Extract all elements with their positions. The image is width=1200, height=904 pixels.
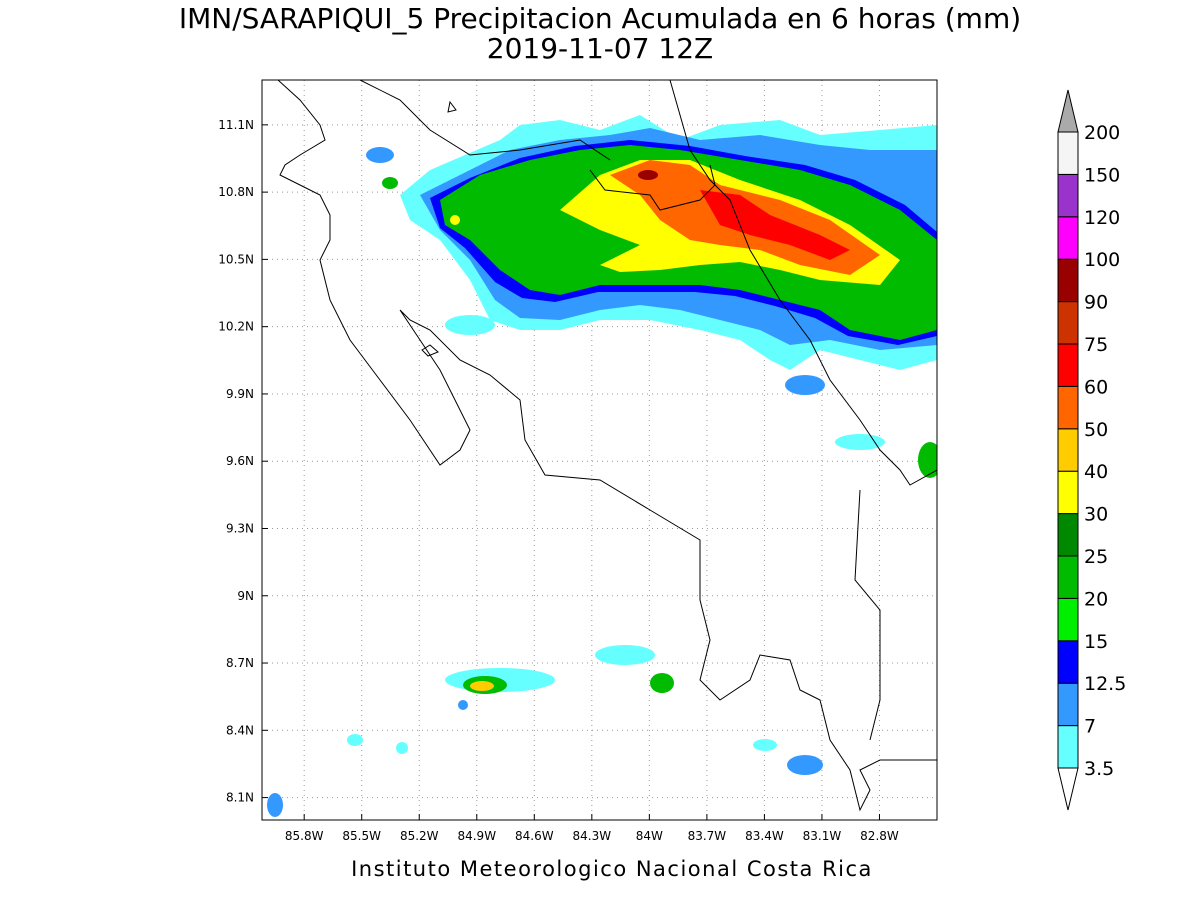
colorbar-label: 200 [1084, 122, 1120, 144]
colorbar-label: 7 [1084, 716, 1096, 738]
colorbar-label: 12.5 [1084, 673, 1126, 695]
colorbar-label: 3.5 [1084, 758, 1114, 780]
footer: Instituto Meteorologico Nacional Costa R… [351, 857, 873, 881]
lon-tick-label: 85.8W [285, 829, 324, 843]
colorbar-box [1057, 640, 1079, 684]
colorbar-box [1057, 343, 1079, 387]
lat-tick-label: 9.9N [226, 387, 254, 401]
lat-tick-label: 8.1N [226, 791, 254, 805]
colorbar-box [1057, 428, 1079, 472]
colorbar-label: 100 [1084, 249, 1120, 271]
colorbar-label: 120 [1084, 207, 1120, 229]
lat-tick-label: 9.3N [226, 521, 254, 535]
colorbar-box [1057, 131, 1079, 175]
subtitle: 2019-11-07 12Z [487, 32, 713, 65]
lat-tick-label: 10.5N [218, 252, 254, 266]
lon-tick-label: 85.5W [342, 829, 381, 843]
lon-tick-label: 84W [636, 829, 663, 843]
colorbar-box [1057, 216, 1079, 260]
lon-tick-label: 83.7W [688, 829, 727, 843]
colorbar-box [1057, 513, 1079, 557]
lon-tick-label: 82.8W [860, 829, 899, 843]
colorbar-label: 150 [1084, 164, 1120, 186]
lon-tick-label: 85.2W [400, 829, 439, 843]
colorbar-box [1057, 597, 1079, 642]
lon-tick-label: 83.1W [803, 829, 842, 843]
title: IMN/SARAPIQUI_5 Precipitacion Acumulada … [179, 2, 1021, 35]
lat-tick-label: 11.1N [218, 118, 254, 132]
colorbar-label: 60 [1084, 376, 1108, 398]
colorbar-box [1057, 555, 1079, 599]
colorbar-label: 75 [1084, 334, 1108, 356]
colorbar-box [1057, 173, 1079, 218]
lat-tick-label: 10.8N [218, 185, 254, 199]
colorbar-box [1057, 258, 1079, 303]
colorbar-box [1057, 682, 1079, 727]
colorbar-under [1057, 767, 1079, 811]
colorbar-label: 30 [1084, 504, 1108, 526]
lat-tick-label: 9.6N [226, 454, 254, 468]
lat-tick-label: 10.2N [218, 320, 254, 334]
lat-tick-label: 8.4N [226, 723, 254, 737]
map-frame [261, 79, 938, 821]
colorbar-label: 20 [1084, 588, 1108, 610]
colorbar-label: 90 [1084, 292, 1108, 314]
colorbar: 3.5 7 12.5 15 20 25 30 40 50 60 75 90 100 120 150 200 [1057, 89, 1126, 811]
colorbar-label: 25 [1084, 546, 1108, 568]
colorbar-box [1057, 385, 1079, 430]
colorbar-label: 15 [1084, 631, 1108, 653]
lon-tick-label: 83.4W [745, 829, 784, 843]
colorbar-box [1057, 725, 1079, 769]
precip-field [267, 115, 937, 817]
coastline [277, 80, 937, 812]
lon-tick-label: 84.9W [457, 829, 496, 843]
colorbar-box [1057, 301, 1079, 345]
colorbar-box [1057, 470, 1079, 515]
lon-tick-label: 84.6W [515, 829, 554, 843]
lat-tick-label: 8.7N [226, 656, 254, 670]
colorbar-over [1057, 89, 1079, 133]
lon-tick-label: 84.3W [573, 829, 612, 843]
lat-tick-label: 9N [237, 589, 254, 603]
colorbar-label: 40 [1084, 461, 1108, 483]
colorbar-label: 50 [1084, 419, 1108, 441]
